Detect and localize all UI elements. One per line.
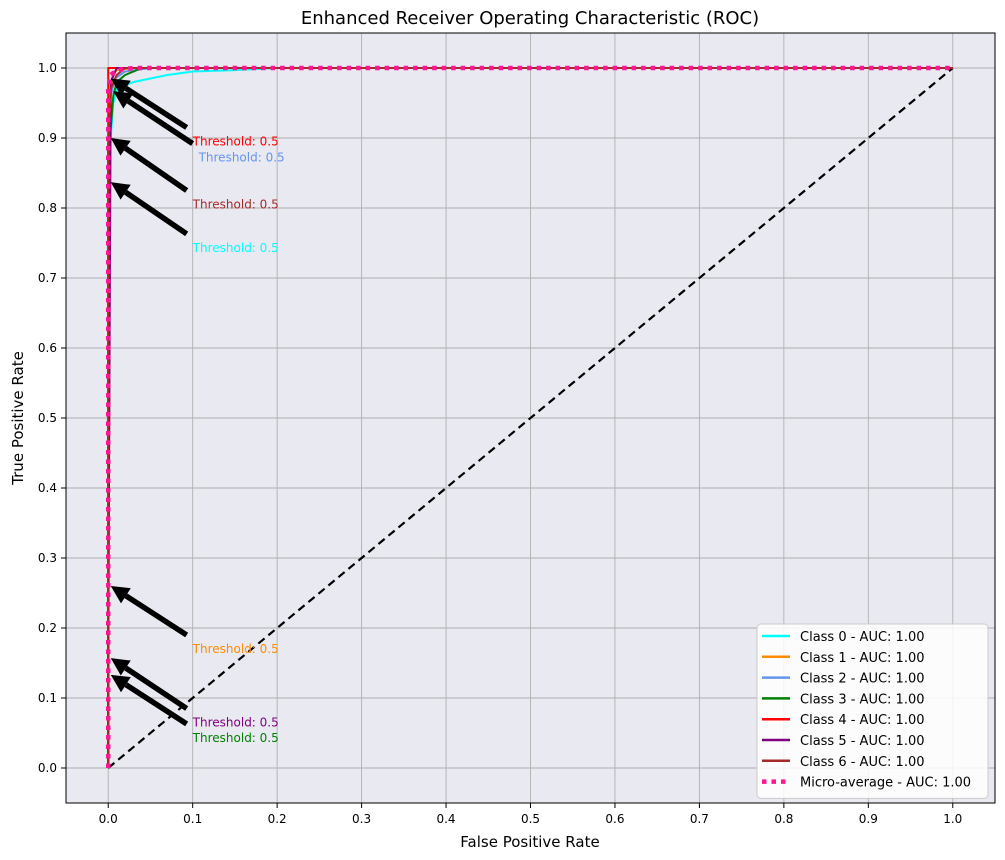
y-tick-label-8: 0.8 (38, 201, 57, 215)
x-tick-label-1: 0.1 (183, 812, 202, 826)
annotation-label-0: Threshold: 0.5 (192, 135, 279, 149)
x-tick-label-6: 0.6 (605, 812, 624, 826)
annotation-arrowhead-5 (110, 658, 131, 676)
annotation-arrowhead-1 (113, 91, 134, 109)
chance-line (107, 67, 954, 769)
annotation-arrow-0 (124, 85, 189, 130)
x-tick-label-7: 0.7 (690, 812, 709, 826)
annotation-label-3: Threshold: 0.5 (192, 241, 279, 255)
legend-label-4: Class 4 - AUC: 1.00 (800, 713, 925, 728)
series-group (105, 65, 953, 768)
legend-label-0: Class 0 - AUC: 1.00 (800, 630, 925, 645)
annotation-arrowhead-6 (110, 674, 131, 693)
annotation-label-1: Threshold: 0.5 (198, 151, 285, 165)
x-tick-label-5: 0.5 (521, 812, 540, 826)
annotation-arrow-5 (124, 665, 189, 711)
x-axis-label: False Positive Rate (460, 833, 599, 851)
chart-title: Enhanced Receiver Operating Characterist… (301, 8, 759, 29)
x-tick-label-3: 0.3 (352, 812, 371, 826)
annotation-label-4: Threshold: 0.5 (192, 642, 279, 656)
ticks: 0.0 0.1 0.2 0.3 0.4 0.5 0.6 0.7 0.8 0.9 1.0 0.0 0.1 0… (38, 61, 962, 826)
annotation-arrow-4 (124, 593, 189, 638)
annotation-arrowhead-2 (110, 138, 131, 156)
annotation-arrow-3 (124, 189, 189, 237)
x-tick-label-4: 0.4 (436, 812, 455, 826)
annotation-arrowhead-3 (110, 182, 131, 200)
annotation-arrowhead-0 (110, 78, 131, 96)
legend-label-7: Micro-average - AUC: 1.00 (800, 776, 971, 791)
y-tick-label-0: 0.0 (38, 761, 57, 775)
legend-box (756, 623, 989, 799)
x-tick-label-10: 1.0 (943, 812, 962, 826)
chance-line-group (107, 67, 954, 769)
y-tick-label-1: 0.1 (38, 691, 57, 705)
annotation-label-6: Threshold: 0.5 (192, 731, 279, 745)
y-axis-label: True Positive Rate (9, 351, 27, 486)
legend: Class 0 - AUC: 1.00 Class 1 - AUC: 1.00 Cl… (756, 623, 989, 799)
series-line-7 (105, 65, 953, 768)
annotation-arrowhead-4 (110, 586, 131, 604)
y-tick-label-4: 0.4 (38, 481, 57, 495)
y-tick-label-2: 0.2 (38, 621, 57, 635)
legend-label-1: Class 1 - AUC: 1.00 (800, 651, 925, 666)
y-tick-label-5: 0.5 (38, 411, 57, 425)
y-tick-label-3: 0.3 (38, 551, 57, 565)
annotation-arrow-6 (124, 682, 189, 727)
legend-label-6: Class 6 - AUC: 1.00 (800, 755, 925, 770)
legend-label-5: Class 5 - AUC: 1.00 (800, 734, 925, 749)
x-tick-label-9: 0.9 (859, 812, 878, 826)
legend-label-2: Class 2 - AUC: 1.00 (800, 672, 925, 687)
annotation-label-5: Threshold: 0.5 (192, 716, 279, 730)
y-tick-label-10: 1.0 (38, 61, 57, 75)
annotation-arrow-2 (124, 145, 189, 193)
x-tick-label-0: 0.0 (99, 812, 118, 826)
legend-label-3: Class 3 - AUC: 1.00 (800, 692, 925, 707)
x-tick-label-8: 0.8 (774, 812, 793, 826)
y-tick-label-6: 0.6 (38, 341, 57, 355)
y-tick-label-9: 0.9 (38, 131, 57, 145)
annotation-arrow-1 (126, 98, 195, 146)
x-tick-label-2: 0.2 (268, 812, 287, 826)
y-tick-label-7: 0.7 (38, 271, 57, 285)
annotation-label-2: Threshold: 0.5 (192, 198, 279, 212)
